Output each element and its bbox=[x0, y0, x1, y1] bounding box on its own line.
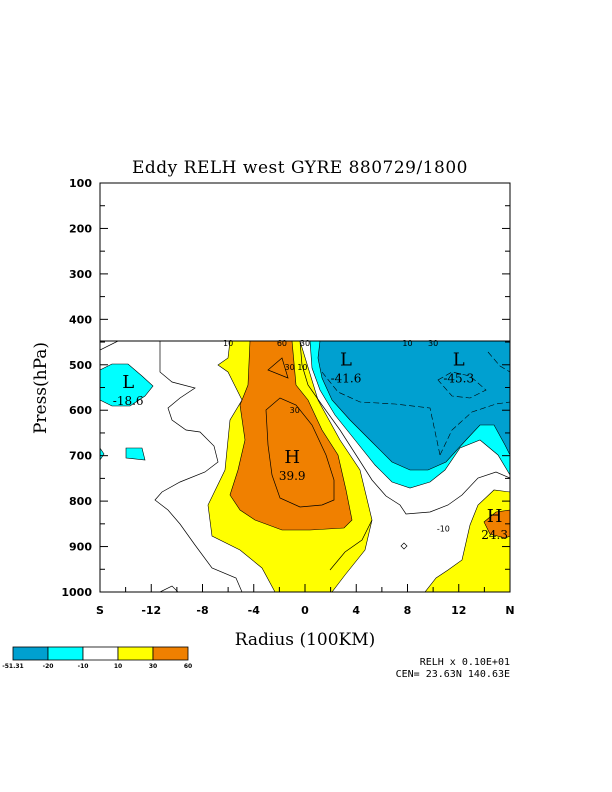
y-tick-label: 900 bbox=[69, 541, 92, 554]
colorbar-label: 10 bbox=[114, 663, 122, 670]
y-tick-label: 400 bbox=[69, 313, 92, 326]
colorbar-swatch bbox=[12, 646, 49, 661]
x-tick-label: 4 bbox=[352, 604, 360, 617]
extremum-letter: H bbox=[284, 447, 300, 468]
contour-dashed-4 bbox=[487, 351, 510, 373]
colorbar-swatch bbox=[152, 646, 189, 661]
x-tick-label: 0 bbox=[301, 604, 309, 617]
x-tick-label: 12 bbox=[451, 604, 466, 617]
contour-label: 60 bbox=[277, 339, 287, 348]
footer-scale: RELH x 0.10E+01 bbox=[420, 657, 510, 668]
contour-label: 10 bbox=[223, 339, 233, 348]
x-tick-label: -8 bbox=[196, 604, 208, 617]
y-axis: 100 200 300 400 500 600 700 800 900 1000 bbox=[61, 177, 510, 599]
x-tick-label: -12 bbox=[141, 604, 161, 617]
fill-cyan-w bbox=[100, 363, 154, 407]
x-tick-label: N bbox=[505, 604, 514, 617]
extremum-letter: H bbox=[487, 506, 503, 527]
contour-60-a bbox=[267, 357, 289, 379]
colorbar-label: -51.31 bbox=[2, 663, 23, 670]
extremum-value: -18.6 bbox=[113, 394, 144, 408]
fill-orange-center bbox=[229, 341, 353, 531]
contour-label: 30 bbox=[290, 406, 300, 415]
extremum-letter: L bbox=[453, 349, 465, 370]
extremum-letter: L bbox=[122, 372, 134, 393]
contour-10-bottom bbox=[159, 585, 179, 592]
contour-10-sw bbox=[154, 341, 243, 592]
y-tick-label: 100 bbox=[69, 177, 92, 190]
colorbar-label: -10 bbox=[78, 663, 89, 670]
contour-10-e bbox=[329, 519, 373, 571]
colorbar-label: 60 bbox=[184, 663, 192, 670]
extremum-value: 39.9 bbox=[279, 469, 306, 483]
contour-label: -10 bbox=[437, 524, 450, 533]
contour-small-diamond bbox=[400, 542, 408, 550]
y-tick-label: 1000 bbox=[61, 586, 92, 599]
contour-dashed-1 bbox=[321, 371, 441, 456]
y-tick-label: 500 bbox=[69, 359, 92, 372]
extremum-letter: L bbox=[340, 349, 352, 370]
extremum-value: -41.6 bbox=[331, 371, 362, 385]
colorbar-label: 30 bbox=[149, 663, 157, 670]
colorbar-label: -20 bbox=[43, 663, 54, 670]
fill-orange-se bbox=[483, 509, 510, 539]
fill-blue-ne bbox=[317, 341, 510, 471]
colorbar: -51.31 -20 -10 10 30 60 bbox=[2, 646, 192, 670]
y-tick-label: 600 bbox=[69, 404, 92, 417]
x-tick-label: S bbox=[96, 604, 104, 617]
fill-yellow-se bbox=[424, 489, 510, 592]
y-tick-label: 700 bbox=[69, 450, 92, 463]
contour-dashed-3 bbox=[439, 401, 510, 456]
x-tick-label: 8 bbox=[404, 604, 412, 617]
colorbar-swatch bbox=[82, 646, 119, 661]
extremum-value: -45.3 bbox=[443, 371, 474, 385]
missing-region bbox=[100, 183, 510, 341]
x-axis: S -12 -8 -4 0 4 8 12 N bbox=[96, 584, 515, 617]
contour-field bbox=[100, 341, 510, 592]
x-axis-label: Radius (100KM) bbox=[235, 630, 376, 650]
extremum-value: 24.3 bbox=[481, 528, 508, 542]
contour-dashed-2 bbox=[437, 371, 487, 399]
x-tick-label: -4 bbox=[248, 604, 261, 617]
contour-label: 10 bbox=[297, 363, 307, 372]
chart-title: Eddy RELH west GYRE 880729/1800 bbox=[132, 158, 468, 178]
colorbar-swatch bbox=[117, 646, 154, 661]
y-tick-label: 300 bbox=[69, 268, 92, 281]
y-tick-label: 800 bbox=[69, 495, 92, 508]
contour-label: 30 bbox=[428, 339, 438, 348]
footer-center: CEN= 23.63N 140.63E bbox=[396, 669, 510, 680]
contour-label: 30 bbox=[285, 363, 295, 372]
contour-60-b bbox=[265, 397, 335, 508]
y-axis-label: Press(hPa) bbox=[31, 342, 51, 434]
colorbar-swatch bbox=[47, 646, 84, 661]
fill-cyan-w3 bbox=[100, 447, 105, 461]
contour-label: 30 bbox=[300, 339, 310, 348]
contour-label: 10 bbox=[402, 339, 412, 348]
contour-m10-e bbox=[299, 341, 510, 515]
fill-cyan-w2 bbox=[125, 447, 146, 461]
y-tick-label: 200 bbox=[69, 222, 92, 235]
contour-10-w bbox=[100, 341, 119, 351]
